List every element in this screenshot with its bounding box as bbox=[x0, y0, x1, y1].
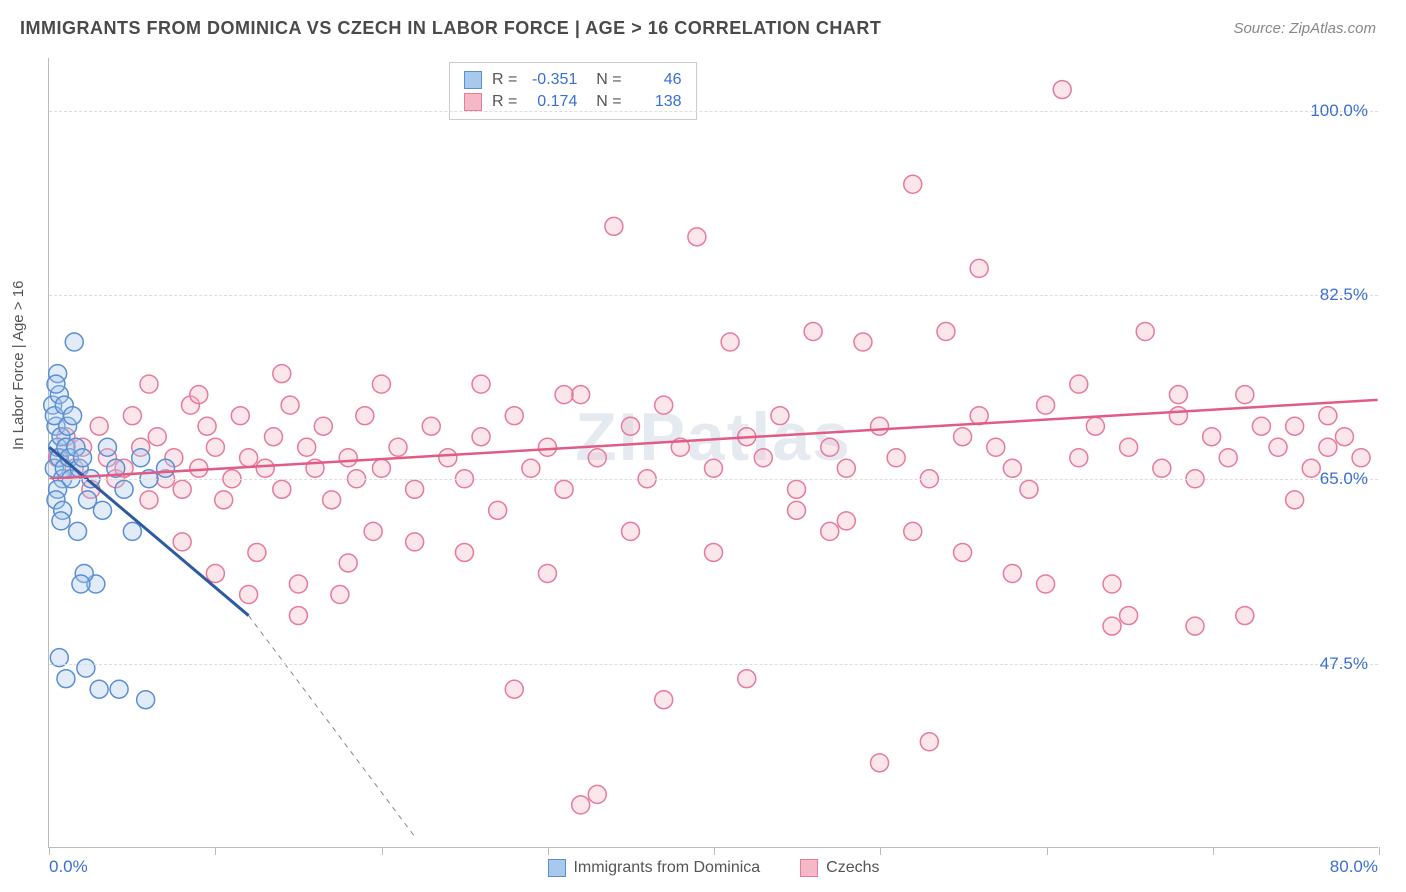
r-label: R = bbox=[492, 71, 517, 89]
legend-item-dominica: Immigrants from Dominica bbox=[547, 859, 760, 877]
x-tick bbox=[1047, 847, 1048, 855]
y-tick-label: 47.5% bbox=[1320, 654, 1368, 674]
legend-swatch-czech bbox=[800, 859, 818, 877]
swatch-czech bbox=[464, 93, 482, 111]
legend-label-czech: Czechs bbox=[826, 859, 879, 877]
n-value-dominica: 46 bbox=[632, 71, 682, 89]
scatter-plot bbox=[49, 58, 1378, 847]
r-value-czech: 0.174 bbox=[527, 93, 577, 111]
x-axis-end-label: 80.0% bbox=[1330, 857, 1378, 877]
gridline bbox=[49, 664, 1378, 665]
r-label: R = bbox=[492, 93, 517, 111]
legend-swatch-dominica bbox=[547, 859, 565, 877]
n-label: N = bbox=[587, 93, 621, 111]
x-tick bbox=[49, 847, 50, 855]
n-value-czech: 138 bbox=[632, 93, 682, 111]
y-tick-label: 100.0% bbox=[1310, 101, 1368, 121]
n-label: N = bbox=[587, 71, 621, 89]
gridline bbox=[49, 295, 1378, 296]
stats-row-dominica: R = -0.351 N = 46 bbox=[464, 69, 682, 91]
x-tick bbox=[548, 847, 549, 855]
legend-item-czech: Czechs bbox=[800, 859, 879, 877]
bottom-legend: Immigrants from Dominica Czechs bbox=[547, 859, 879, 877]
chart-title: IMMIGRANTS FROM DOMINICA VS CZECH IN LAB… bbox=[20, 18, 881, 39]
source-label: Source: ZipAtlas.com bbox=[1233, 20, 1376, 37]
gridline bbox=[49, 479, 1378, 480]
x-tick bbox=[382, 847, 383, 855]
chart-area: ZIPatlas R = -0.351 N = 46 R = 0.174 N =… bbox=[48, 58, 1378, 848]
x-axis-start-label: 0.0% bbox=[49, 857, 88, 877]
gridline bbox=[49, 111, 1378, 112]
x-tick bbox=[880, 847, 881, 855]
r-value-dominica: -0.351 bbox=[527, 71, 577, 89]
y-tick-label: 65.0% bbox=[1320, 469, 1368, 489]
y-axis-label: In Labor Force | Age > 16 bbox=[10, 281, 27, 450]
x-tick bbox=[215, 847, 216, 855]
legend-label-dominica: Immigrants from Dominica bbox=[573, 859, 760, 877]
y-tick-label: 82.5% bbox=[1320, 285, 1368, 305]
x-tick bbox=[1379, 847, 1380, 855]
x-tick bbox=[714, 847, 715, 855]
swatch-dominica bbox=[464, 71, 482, 89]
x-tick bbox=[1213, 847, 1214, 855]
